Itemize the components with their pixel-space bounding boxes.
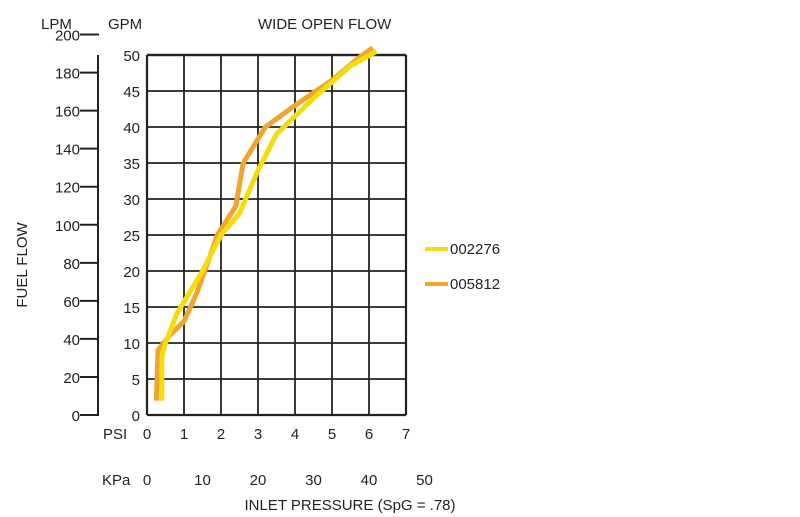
psi-tick-label: 1 bbox=[180, 426, 188, 443]
psi-unit-label: PSI bbox=[103, 426, 127, 443]
kpa-tick-label: 50 bbox=[416, 472, 433, 489]
psi-tick-label: 3 bbox=[254, 426, 262, 443]
lpm-tick-label: 160 bbox=[55, 104, 80, 121]
kpa-tick-label: 30 bbox=[305, 472, 322, 489]
lpm-tick-label: 0 bbox=[72, 408, 80, 425]
legend-label-005812: 005812 bbox=[450, 276, 500, 293]
gpm-tick-label: 30 bbox=[123, 192, 140, 209]
kpa-tick-label: 20 bbox=[250, 472, 267, 489]
y-axis-label: FUEL FLOW bbox=[14, 222, 31, 308]
gpm-tick-label: 10 bbox=[123, 336, 140, 353]
psi-tick-label: 6 bbox=[365, 426, 373, 443]
psi-tick-label: 5 bbox=[328, 426, 336, 443]
gpm-tick-label: 50 bbox=[123, 48, 140, 65]
series-line-005812 bbox=[153, 45, 375, 401]
kpa-unit-label: KPa bbox=[102, 472, 131, 489]
gpm-tick-label: 35 bbox=[123, 156, 140, 173]
lpm-tick-label: 200 bbox=[55, 28, 80, 45]
lpm-tick-label: 120 bbox=[55, 180, 80, 197]
lpm-unit-label: LPM bbox=[41, 16, 72, 33]
kpa-tick-label: 0 bbox=[143, 472, 151, 489]
chart-legend: 002276 005812 bbox=[425, 241, 500, 293]
lpm-tick-label: 140 bbox=[55, 142, 80, 159]
psi-tick-label: 7 bbox=[402, 426, 410, 443]
lpm-tick-label: 60 bbox=[63, 294, 80, 311]
gpm-tick-label: 5 bbox=[132, 372, 140, 389]
psi-tick-label: 0 bbox=[143, 426, 151, 443]
chart-grid bbox=[145, 53, 408, 417]
psi-tick-label: 2 bbox=[217, 426, 225, 443]
psi-tick-label: 4 bbox=[291, 426, 299, 443]
lpm-tick-label: 40 bbox=[63, 332, 80, 349]
chart-series bbox=[153, 45, 378, 401]
lpm-tick-label: 80 bbox=[63, 256, 80, 273]
x-axis-label: INLET PRESSURE (SpG = .78) bbox=[244, 497, 455, 514]
gpm-tick-label: 25 bbox=[123, 228, 140, 245]
gpm-tick-label: 15 bbox=[123, 300, 140, 317]
chart-title: WIDE OPEN FLOW bbox=[258, 16, 392, 33]
kpa-tick-label: 40 bbox=[361, 472, 378, 489]
lpm-tick-label: 180 bbox=[55, 66, 80, 83]
lpm-tick-label: 20 bbox=[63, 370, 80, 387]
gpm-unit-label: GPM bbox=[108, 16, 142, 33]
gpm-tick-label: 0 bbox=[132, 408, 140, 425]
series-line-002276 bbox=[159, 49, 378, 401]
lpm-tick-label: 100 bbox=[55, 218, 80, 235]
gpm-tick-label: 20 bbox=[123, 264, 140, 281]
legend-label-002276: 002276 bbox=[450, 241, 500, 258]
gpm-tick-label: 40 bbox=[123, 120, 140, 137]
gpm-tick-label: 45 bbox=[123, 84, 140, 101]
kpa-tick-label: 10 bbox=[194, 472, 211, 489]
